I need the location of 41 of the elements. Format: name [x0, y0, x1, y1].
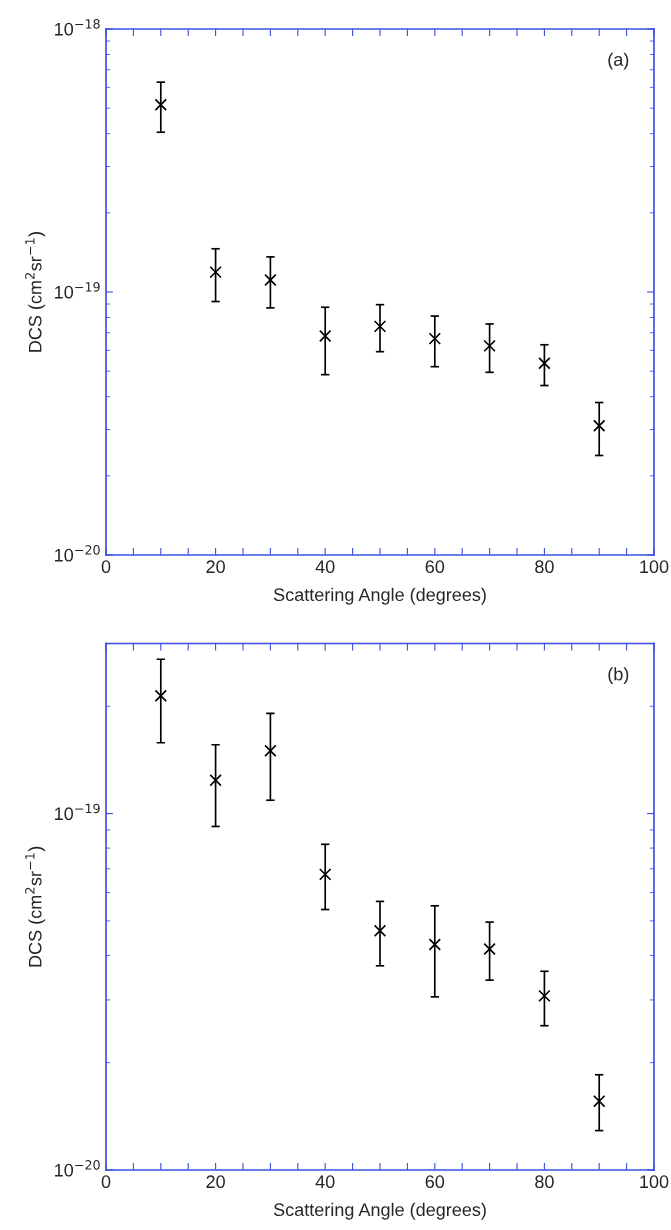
point	[209, 774, 222, 787]
x-axis-title: Scattering Angle (degrees)	[273, 1202, 486, 1220]
x-tick-label: 60	[425, 1175, 445, 1189]
point	[373, 924, 387, 937]
x-tick-label: 40	[315, 1175, 335, 1189]
x-tick-label: 100	[640, 560, 669, 574]
point	[592, 419, 606, 432]
annotation: (a)	[608, 52, 629, 70]
point	[483, 339, 496, 353]
point	[428, 938, 442, 951]
point	[154, 689, 168, 703]
y-tick-label: 10$^{−18}$	[55, 19, 100, 36]
x-tick-label: 80	[535, 1175, 554, 1189]
y-tick-label: 10$^{−20}$	[55, 545, 100, 562]
point	[154, 98, 168, 112]
x-tick-label: 0	[101, 1175, 111, 1189]
point	[538, 357, 551, 370]
point	[264, 273, 277, 287]
point	[428, 332, 442, 345]
point	[318, 868, 332, 881]
y-axis-title: DCS (cm$^{2}$sr$^{−1}$)	[25, 846, 46, 967]
x-tick-label: 20	[206, 560, 225, 574]
point	[538, 989, 551, 1003]
point	[318, 329, 332, 343]
y-tick-label: 10$^{−19}$	[55, 803, 100, 821]
x-axis-title: Scattering Angle (degrees)	[273, 587, 486, 605]
y-tick-label: 10$^{−19}$	[55, 282, 100, 299]
y-axis-title: DCS (cm$^{2}$sr$^{−1}$)	[25, 232, 46, 352]
x-tick-label: 80	[535, 560, 554, 574]
point	[209, 265, 222, 279]
x-tick-label: 40	[315, 560, 335, 574]
point	[483, 942, 496, 956]
point	[373, 320, 387, 333]
point	[592, 1094, 606, 1108]
x-tick-label: 60	[425, 560, 445, 574]
x-tick-label: 0	[101, 560, 111, 574]
annotation: (b)	[608, 667, 629, 685]
x-tick-label: 100	[640, 1175, 669, 1189]
point	[264, 744, 277, 758]
y-tick-label: 10$^{−20}$	[55, 1160, 100, 1177]
x-tick-label: 20	[206, 1175, 225, 1189]
